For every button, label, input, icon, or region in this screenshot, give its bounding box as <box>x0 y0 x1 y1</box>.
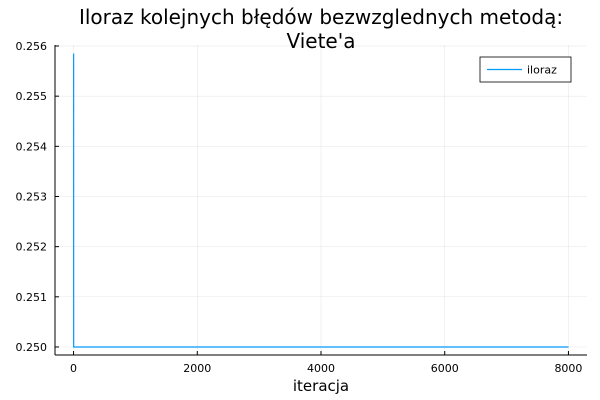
y-tick-label: 0.254 <box>16 140 48 153</box>
series-line-iloraz <box>73 53 569 348</box>
x-tick-label: 8000 <box>554 362 582 375</box>
x-tick-label: 4000 <box>307 362 335 375</box>
x-tick-label: 2000 <box>183 362 211 375</box>
x-tick-label: 6000 <box>431 362 459 375</box>
y-tick-label: 0.255 <box>16 90 48 103</box>
y-tick-label: 0.252 <box>16 241 48 254</box>
y-tick-label: 0.250 <box>16 341 48 354</box>
chart-title-line-2: Viete'a <box>286 29 355 53</box>
legend: iloraz <box>479 56 572 83</box>
y-tick-label: 0.251 <box>16 291 48 304</box>
plot-series <box>73 53 569 348</box>
y-tick-label: 0.256 <box>16 40 48 53</box>
chart-title-line-1: Iloraz kolejnych błędów bezwzglednych me… <box>79 5 563 29</box>
y-tick-label: 0.253 <box>16 190 48 203</box>
x-tick-label: 0 <box>70 362 77 375</box>
x-axis-label: iteracja <box>293 377 349 395</box>
plot-ticks: 0 2000 4000 6000 8000 0.250 0.251 0.252 0.253 0.2… <box>16 40 583 375</box>
legend-label: iloraz <box>527 64 557 77</box>
